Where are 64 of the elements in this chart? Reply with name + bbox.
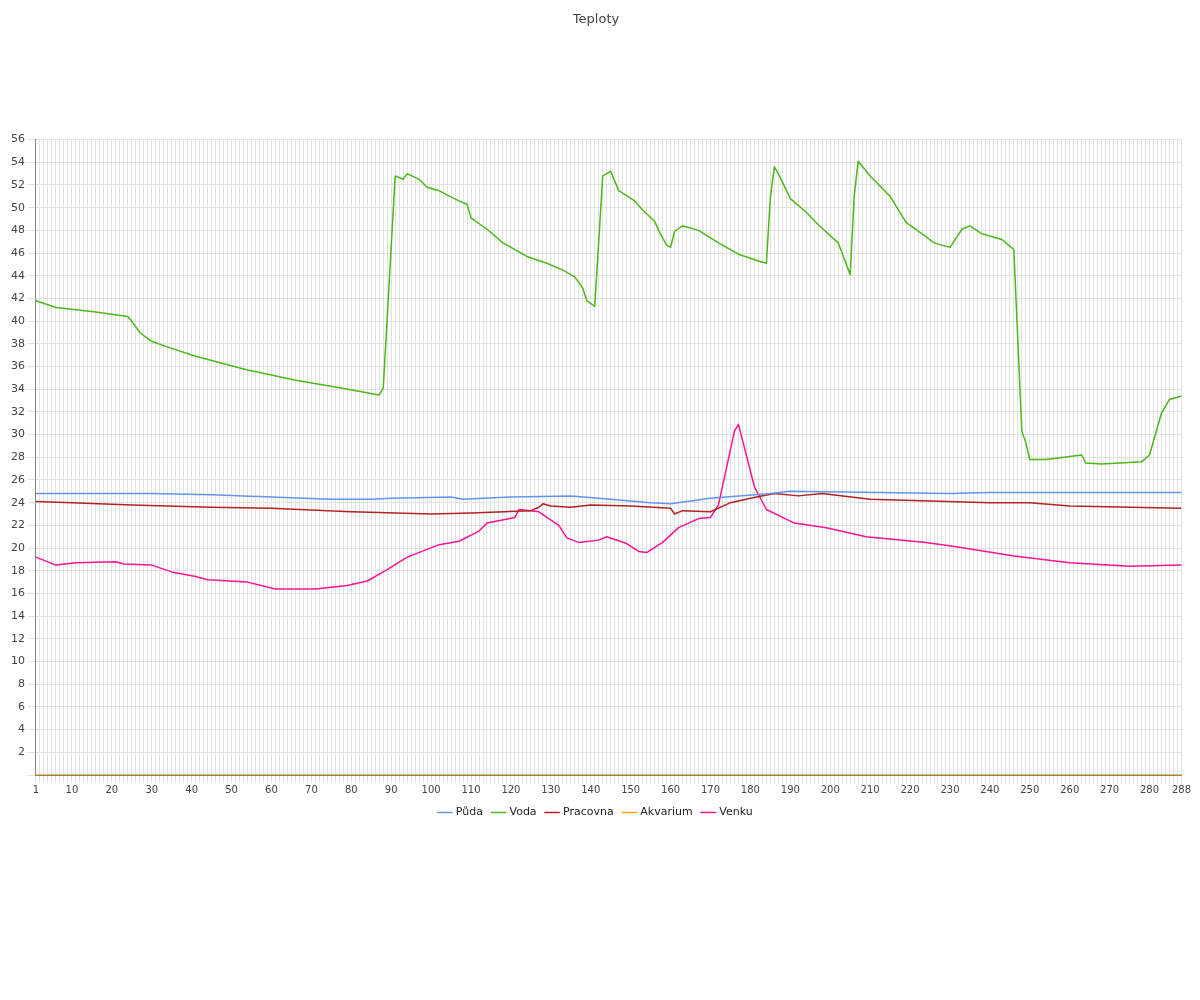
x-tick-label: 110 <box>461 783 481 795</box>
y-tick-label: 42 <box>11 291 25 305</box>
y-tick-label: 16 <box>11 586 25 600</box>
x-tick-label: 240 <box>980 783 1000 795</box>
x-tick-label: 150 <box>621 783 641 795</box>
x-tick-label: 90 <box>384 783 398 795</box>
y-tick-label: 30 <box>11 427 25 441</box>
y-tick-label: 34 <box>11 382 25 396</box>
x-tick-label: 20 <box>105 783 119 795</box>
y-tick-label: 28 <box>11 450 25 464</box>
x-tick-label: 250 <box>1020 783 1040 795</box>
x-tick-label: 280 <box>1139 783 1160 795</box>
y-tick-label: 36 <box>11 359 25 373</box>
y-tick-label: 56 <box>11 132 25 146</box>
x-tick-label: 130 <box>541 783 561 795</box>
x-tick-label: 200 <box>820 783 840 795</box>
x-tick-label: 160 <box>661 783 681 795</box>
y-tick-label: 50 <box>11 200 25 214</box>
y-tick-label: 24 <box>11 495 25 509</box>
x-tick-label: 100 <box>421 783 441 795</box>
x-tick-label: 190 <box>780 783 800 795</box>
y-tick-label: 40 <box>11 314 25 327</box>
y-tick-label: 32 <box>11 404 25 418</box>
x-tick-label: 30 <box>145 783 159 795</box>
y-tick-label: 8 <box>18 677 25 691</box>
x-tick-label: 40 <box>185 783 199 795</box>
legend-label: Akvarium <box>640 805 693 819</box>
x-tick-label: 260 <box>1060 783 1080 795</box>
y-tick-label: 38 <box>11 336 25 350</box>
x-tick-label: 50 <box>225 783 238 795</box>
y-tick-label: 48 <box>11 223 25 237</box>
x-tick-label: 210 <box>860 783 880 795</box>
x-tick-label: 140 <box>581 783 601 795</box>
x-tick-label: 1 <box>32 783 40 795</box>
y-tick-label: 44 <box>11 268 25 282</box>
y-tick-label: 26 <box>11 472 25 486</box>
y-tick-label: 18 <box>11 563 25 577</box>
chart-title: Teploty <box>571 11 620 27</box>
y-tick-label: 46 <box>11 245 25 259</box>
y-tick-label: 52 <box>11 177 25 191</box>
x-tick-label: 120 <box>501 783 521 795</box>
x-tick-label: 180 <box>740 783 760 795</box>
y-tick-label: 12 <box>11 631 25 645</box>
x-tick-label: 10 <box>65 783 79 795</box>
x-tick-label: 220 <box>900 783 920 795</box>
x-tick-label: 70 <box>305 783 318 795</box>
y-tick-label: 20 <box>11 540 25 554</box>
x-tick-label: 270 <box>1100 783 1120 795</box>
x-tick-label: 288 <box>1171 783 1191 795</box>
legend-label: Voda <box>509 805 537 819</box>
x-tick-label: 80 <box>344 783 358 795</box>
x-tick-label: 60 <box>265 783 278 795</box>
legend-label: Pracovna <box>563 805 614 819</box>
y-tick-label: 6 <box>18 699 25 713</box>
y-tick-label: 4 <box>18 722 25 736</box>
x-tick-label: 230 <box>940 783 960 795</box>
x-tick-label: 170 <box>700 783 721 795</box>
y-tick-label: 14 <box>11 609 25 623</box>
legend-label: Venku <box>719 805 753 819</box>
y-tick-label: 54 <box>11 155 25 169</box>
legend-label: Půda <box>455 805 483 819</box>
y-tick-label: 22 <box>11 518 25 532</box>
y-tick-label: 2 <box>18 745 25 759</box>
y-tick-label: 10 <box>11 654 25 668</box>
